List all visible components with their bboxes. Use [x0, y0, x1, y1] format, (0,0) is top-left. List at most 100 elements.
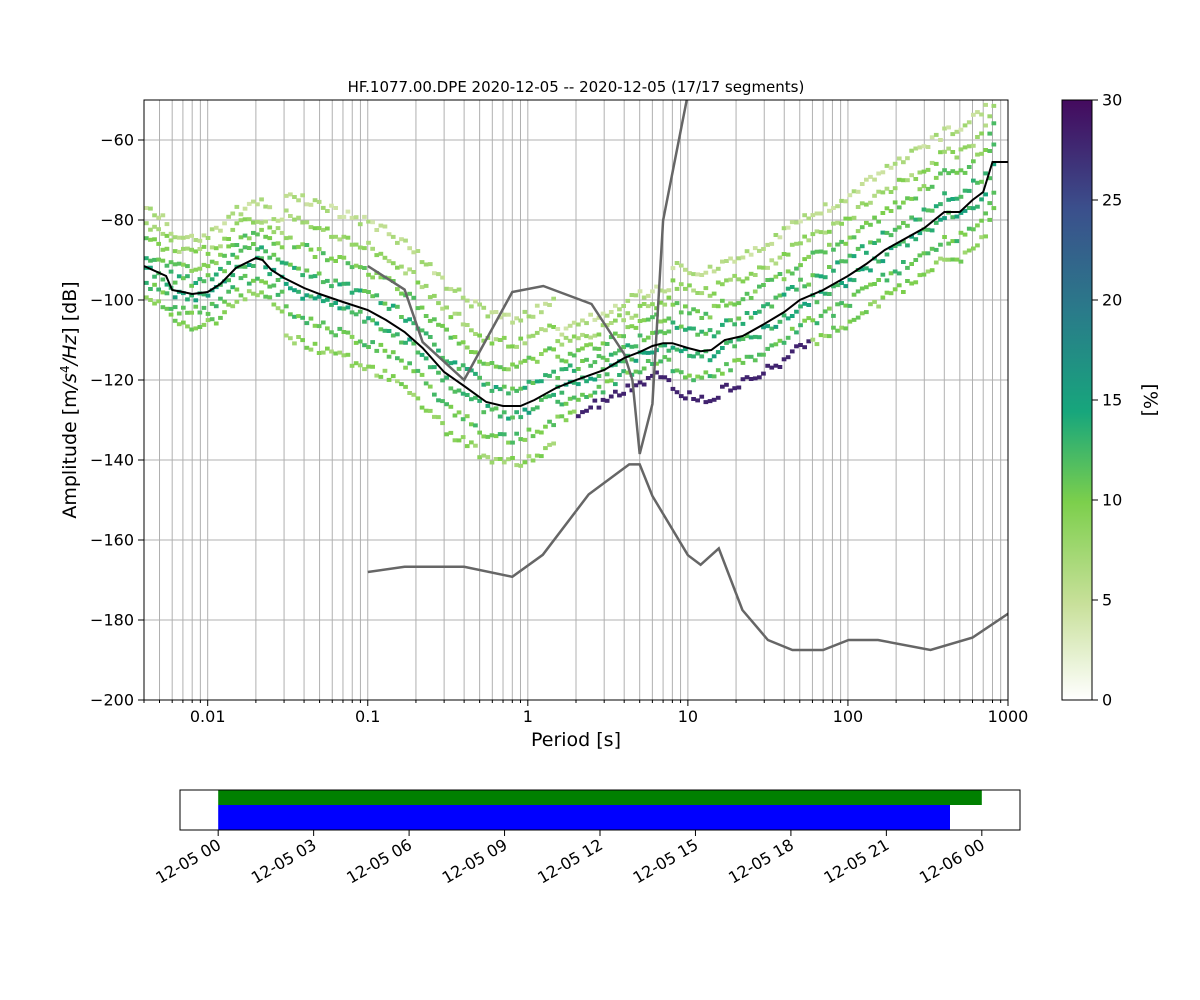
psd-cell	[477, 302, 482, 307]
psd-cell	[201, 322, 207, 327]
psd-cell	[670, 278, 676, 283]
psd-cell	[296, 289, 301, 294]
psd-cell	[913, 237, 919, 242]
psd-cell	[625, 311, 631, 316]
psd-cell	[432, 365, 437, 370]
psd-cell	[666, 295, 672, 300]
psd-cell	[839, 325, 844, 330]
psd-cell	[835, 204, 840, 209]
psd-cell	[547, 346, 552, 351]
psd-cell	[362, 266, 367, 270]
psd-cell	[724, 303, 729, 308]
psd-cell	[473, 395, 478, 400]
psd-cell	[580, 332, 585, 337]
psd-cell	[337, 255, 343, 259]
psd-cell	[242, 233, 248, 238]
psd-cell	[909, 234, 914, 239]
psd-cell	[477, 430, 482, 435]
psd-cell	[724, 362, 729, 367]
psd-cell	[979, 235, 984, 240]
psd-cell	[341, 281, 347, 286]
psd-cell	[641, 295, 647, 300]
psd-cell	[711, 334, 717, 339]
psd-cell	[987, 201, 993, 206]
psd-cell	[835, 242, 840, 247]
psd-cell	[847, 253, 853, 258]
psd-cell	[514, 410, 519, 415]
psd-cell	[168, 238, 174, 243]
psd-cell	[357, 363, 363, 368]
psd-cell	[633, 369, 639, 374]
psd-cell	[683, 347, 688, 352]
psd-cell	[456, 410, 462, 415]
psd-cell	[473, 332, 478, 336]
psd-cell	[683, 396, 688, 401]
psd-cell	[325, 297, 330, 302]
psd-cell	[929, 246, 935, 251]
psd-cell	[855, 229, 861, 234]
psd-cell	[744, 311, 750, 315]
psd-cell	[592, 377, 598, 382]
psd-cell	[238, 276, 244, 281]
psd-cell	[748, 296, 754, 300]
psd-cell	[353, 361, 359, 366]
psd-cell	[789, 242, 795, 247]
psd-cell	[316, 199, 322, 204]
psd-cell	[748, 335, 754, 340]
psd-cell	[514, 316, 519, 321]
psd-cell	[773, 274, 779, 279]
psd-cell	[353, 215, 359, 220]
psd-cell	[864, 266, 869, 271]
psd-cell	[571, 320, 577, 325]
psd-cell	[452, 335, 458, 339]
psd-cell	[962, 123, 968, 128]
psd-cell	[699, 354, 705, 359]
psd-cell	[654, 370, 659, 375]
psd-cell	[189, 283, 194, 288]
psd-cell	[226, 302, 231, 307]
psd-cell	[419, 352, 425, 357]
psd-cell	[699, 329, 705, 334]
psd-cell	[818, 249, 824, 254]
psd-cell	[181, 305, 186, 310]
data-coverage-bar	[218, 790, 982, 805]
psd-cell	[271, 252, 277, 257]
psd-cell	[802, 234, 807, 239]
psd-cell	[460, 340, 466, 345]
psd-cell	[571, 368, 577, 373]
psd-cell	[477, 455, 482, 460]
psd-cell	[703, 286, 709, 291]
psd-cell	[781, 252, 787, 256]
psd-cell	[181, 262, 186, 267]
psd-cell	[839, 301, 844, 306]
psd-cell	[374, 321, 380, 326]
psd-cell	[526, 355, 532, 360]
psd-cell	[234, 204, 240, 209]
psd-cell	[530, 458, 536, 463]
psd-cell	[506, 457, 511, 462]
colorbar-tick-label: 15	[1102, 391, 1122, 410]
psd-cell	[670, 369, 676, 374]
psd-cell	[497, 365, 503, 370]
psd-cell	[859, 311, 865, 316]
psd-cell	[201, 279, 207, 284]
psd-cell	[497, 414, 503, 419]
psd-cell	[399, 291, 404, 296]
psd-cell	[752, 246, 758, 251]
psd-cell	[395, 356, 400, 361]
psd-cell	[242, 264, 248, 269]
psd-cell	[769, 326, 775, 331]
psd-cell	[283, 304, 289, 309]
psd-cell	[806, 339, 812, 344]
psd-cell	[477, 398, 482, 403]
psd-cell	[711, 397, 717, 402]
psd-cell	[966, 144, 972, 149]
psd-cell	[489, 361, 495, 365]
psd-cell	[341, 306, 347, 311]
psd-cell	[864, 310, 869, 315]
psd-cell	[765, 265, 770, 270]
psd-cell	[773, 233, 779, 237]
psd-cell	[452, 438, 458, 443]
psd-cell	[259, 197, 264, 202]
psd-cell	[987, 149, 993, 153]
